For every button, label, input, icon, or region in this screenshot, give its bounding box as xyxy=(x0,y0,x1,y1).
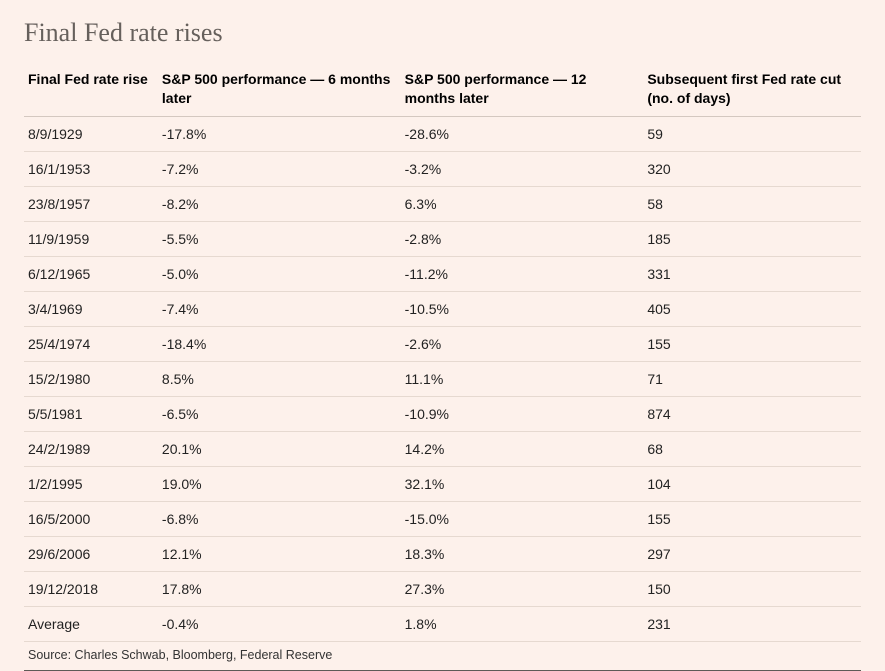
table-cell: 320 xyxy=(643,151,861,186)
fed-rate-table: Final Fed rate rise S&P 500 performance … xyxy=(24,62,861,642)
table-cell: 14.2% xyxy=(401,431,644,466)
table-cell: 3/4/1969 xyxy=(24,291,158,326)
table-cell: 11/9/1959 xyxy=(24,221,158,256)
table-cell: 58 xyxy=(643,186,861,221)
table-cell: -10.9% xyxy=(401,396,644,431)
table-cell: 1.8% xyxy=(401,606,644,641)
table-header-row: Final Fed rate rise S&P 500 performance … xyxy=(24,62,861,116)
table-cell: 12.1% xyxy=(158,536,401,571)
table-cell: -6.5% xyxy=(158,396,401,431)
table-cell: -11.2% xyxy=(401,256,644,291)
col-header-date: Final Fed rate rise xyxy=(24,62,158,116)
table-row: 23/8/1957-8.2%6.3%58 xyxy=(24,186,861,221)
table-cell: 5/5/1981 xyxy=(24,396,158,431)
table-cell: 16/5/2000 xyxy=(24,501,158,536)
table-cell: 104 xyxy=(643,466,861,501)
table-cell: 6/12/1965 xyxy=(24,256,158,291)
table-cell: 71 xyxy=(643,361,861,396)
table-cell: 8/9/1929 xyxy=(24,116,158,151)
table-cell: -2.6% xyxy=(401,326,644,361)
table-row: 19/12/201817.8%27.3%150 xyxy=(24,571,861,606)
table-row: 16/1/1953-7.2%-3.2%320 xyxy=(24,151,861,186)
table-cell: 32.1% xyxy=(401,466,644,501)
col-header-12mo: S&P 500 performance — 12 months later xyxy=(401,62,644,116)
table-cell: -5.0% xyxy=(158,256,401,291)
table-cell: -2.8% xyxy=(401,221,644,256)
table-cell: 17.8% xyxy=(158,571,401,606)
table-cell: -15.0% xyxy=(401,501,644,536)
table-cell: 18.3% xyxy=(401,536,644,571)
table-cell: -7.4% xyxy=(158,291,401,326)
table-cell: 297 xyxy=(643,536,861,571)
table-cell: 6.3% xyxy=(401,186,644,221)
source-note: Source: Charles Schwab, Bloomberg, Feder… xyxy=(24,642,861,671)
table-row: 16/5/2000-6.8%-15.0%155 xyxy=(24,501,861,536)
table-row: 29/6/200612.1%18.3%297 xyxy=(24,536,861,571)
table-row: 24/2/198920.1%14.2%68 xyxy=(24,431,861,466)
table-row: 3/4/1969-7.4%-10.5%405 xyxy=(24,291,861,326)
table-cell: 24/2/1989 xyxy=(24,431,158,466)
table-cell: -17.8% xyxy=(158,116,401,151)
table-cell: 23/8/1957 xyxy=(24,186,158,221)
table-cell: 331 xyxy=(643,256,861,291)
table-row: 11/9/1959-5.5%-2.8%185 xyxy=(24,221,861,256)
chart-title: Final Fed rate rises xyxy=(24,18,861,48)
table-cell: -5.5% xyxy=(158,221,401,256)
table-cell: -0.4% xyxy=(158,606,401,641)
table-cell: 68 xyxy=(643,431,861,466)
table-cell: 185 xyxy=(643,221,861,256)
table-cell: 874 xyxy=(643,396,861,431)
table-row: 6/12/1965-5.0%-11.2%331 xyxy=(24,256,861,291)
table-cell: -28.6% xyxy=(401,116,644,151)
table-cell: 59 xyxy=(643,116,861,151)
table-cell: 11.1% xyxy=(401,361,644,396)
table-cell: -10.5% xyxy=(401,291,644,326)
table-cell: 27.3% xyxy=(401,571,644,606)
table-cell: 19/12/2018 xyxy=(24,571,158,606)
table-row: Average-0.4%1.8%231 xyxy=(24,606,861,641)
table-cell: 150 xyxy=(643,571,861,606)
table-cell: 15/2/1980 xyxy=(24,361,158,396)
table-cell: 231 xyxy=(643,606,861,641)
table-row: 15/2/19808.5%11.1%71 xyxy=(24,361,861,396)
table-cell: -7.2% xyxy=(158,151,401,186)
table-cell: -6.8% xyxy=(158,501,401,536)
table-cell: 29/6/2006 xyxy=(24,536,158,571)
table-cell: 19.0% xyxy=(158,466,401,501)
table-cell: 1/2/1995 xyxy=(24,466,158,501)
table-cell: 20.1% xyxy=(158,431,401,466)
table-cell: -3.2% xyxy=(401,151,644,186)
col-header-cut-days: Subsequent first Fed rate cut (no. of da… xyxy=(643,62,861,116)
table-row: 5/5/1981-6.5%-10.9%874 xyxy=(24,396,861,431)
table-cell: 16/1/1953 xyxy=(24,151,158,186)
col-header-6mo: S&P 500 performance — 6 months later xyxy=(158,62,401,116)
table-cell: -18.4% xyxy=(158,326,401,361)
table-cell: 155 xyxy=(643,326,861,361)
table-cell: -8.2% xyxy=(158,186,401,221)
table-cell: Average xyxy=(24,606,158,641)
table-body: 8/9/1929-17.8%-28.6%5916/1/1953-7.2%-3.2… xyxy=(24,116,861,641)
table-cell: 8.5% xyxy=(158,361,401,396)
table-row: 25/4/1974-18.4%-2.6%155 xyxy=(24,326,861,361)
table-cell: 405 xyxy=(643,291,861,326)
table-cell: 155 xyxy=(643,501,861,536)
table-row: 1/2/199519.0%32.1%104 xyxy=(24,466,861,501)
table-cell: 25/4/1974 xyxy=(24,326,158,361)
table-row: 8/9/1929-17.8%-28.6%59 xyxy=(24,116,861,151)
